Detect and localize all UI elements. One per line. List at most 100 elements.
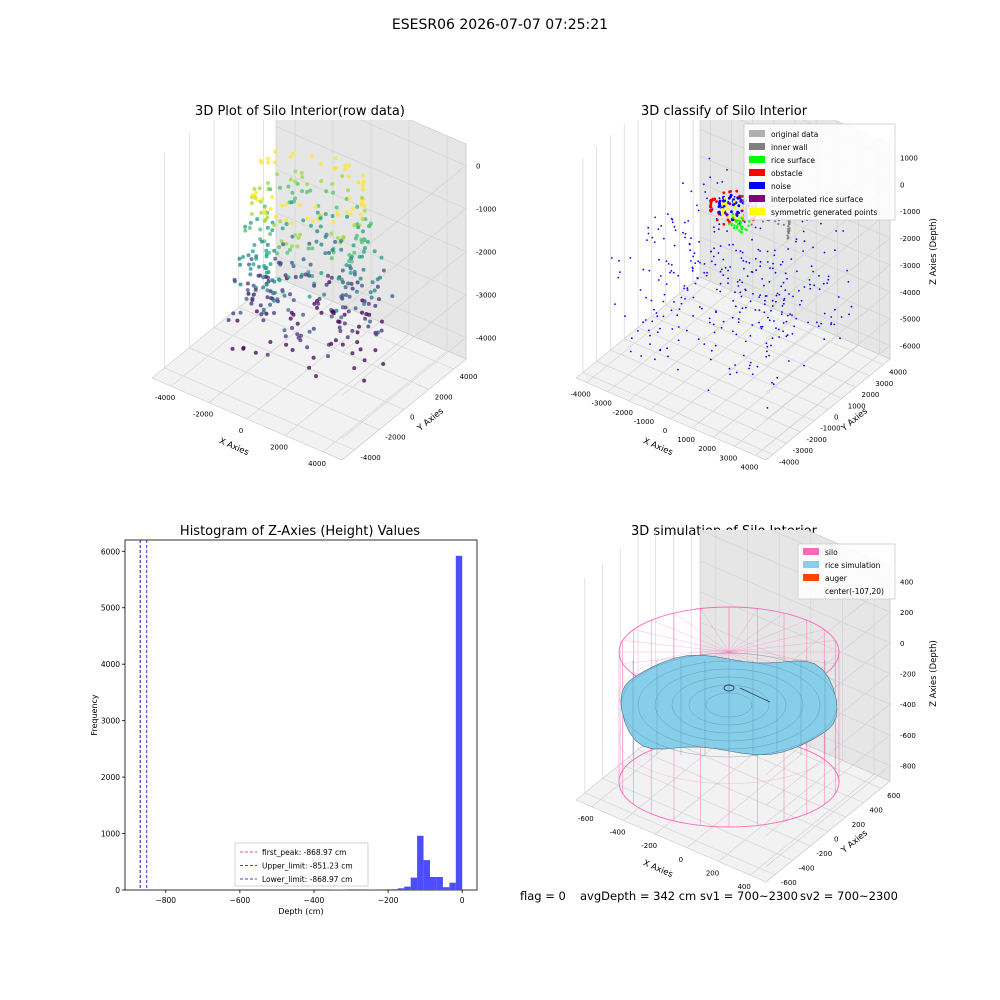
noise-point — [654, 358, 656, 361]
raw-point — [255, 198, 260, 203]
raw-point — [379, 255, 384, 260]
silo-roof-line — [728, 619, 807, 653]
raw-point — [288, 316, 293, 321]
legend-frame — [234, 842, 369, 887]
raw-point — [308, 262, 313, 267]
raw-point — [293, 233, 298, 237]
cluster-point — [710, 200, 713, 203]
raw-point — [286, 308, 291, 312]
raw-point — [305, 345, 310, 350]
noise-point — [827, 275, 830, 278]
raw-gridline — [189, 347, 380, 430]
sim-z-axis-label: Z Axies (Depth) — [929, 640, 939, 707]
noise-point — [726, 169, 728, 171]
cluster-point — [735, 214, 739, 218]
classify-z-tick-label: -5000 — [900, 316, 920, 324]
noise-point — [649, 343, 651, 345]
raw-point — [268, 340, 273, 344]
noise-point — [706, 197, 708, 200]
raw-point — [276, 277, 281, 282]
rice-surface-point — [738, 229, 741, 232]
raw-point — [372, 288, 377, 293]
histogram-bar — [436, 877, 443, 890]
raw-point — [288, 154, 293, 159]
legend-label: obstacle — [771, 169, 803, 178]
noise-point — [728, 244, 731, 246]
raw-point — [278, 219, 283, 224]
raw-point — [265, 225, 270, 230]
noise-point — [826, 282, 829, 284]
raw-point — [315, 305, 319, 310]
raw-point — [293, 275, 298, 279]
raw-point — [360, 183, 365, 188]
simulation-3d-plot: -600-400-2000200400-600-400-200020040060… — [575, 530, 939, 891]
raw-point — [314, 239, 319, 244]
raw-point — [361, 173, 366, 178]
z-histogram: −800 −600 −400 −200 0 0 1000 2000 3000 4000 5000 60… — [90, 539, 478, 916]
noise-point — [718, 197, 721, 200]
raw-point — [258, 227, 263, 232]
cluster-point — [715, 218, 719, 222]
noise-point — [789, 313, 791, 315]
raw-point — [253, 350, 258, 355]
inner-wall-point — [787, 225, 790, 228]
raw-point — [319, 179, 324, 183]
legend-swatch — [749, 156, 765, 163]
raw-point — [243, 224, 248, 229]
noise-point — [682, 182, 684, 185]
noise-point — [741, 251, 744, 254]
y-tick-label: 3000 — [101, 717, 120, 726]
noise-point — [809, 287, 812, 290]
noise-point — [768, 280, 771, 283]
raw-point — [250, 249, 255, 254]
status-sv1: sv1 = 700~2300 — [700, 889, 798, 903]
raw-point — [315, 210, 320, 215]
noise-point — [827, 278, 830, 281]
noise-point — [727, 277, 729, 280]
noise-point — [686, 289, 689, 291]
raw-point — [254, 190, 258, 195]
histogram-bar — [320, 889, 327, 890]
raw-point — [280, 289, 285, 294]
noise-point — [761, 325, 764, 328]
classify-gridline — [610, 349, 801, 433]
y-tick-label: 4000 — [101, 660, 120, 669]
raw-point — [330, 248, 335, 252]
raw-point — [243, 228, 248, 233]
classify-x-tick-label: 3000 — [719, 454, 737, 462]
noise-point — [710, 358, 712, 361]
classify-x-tick-label: 1000 — [677, 436, 695, 444]
noise-point — [790, 258, 793, 260]
noise-point — [748, 367, 750, 370]
noise-point — [691, 269, 694, 272]
cluster-point — [722, 191, 726, 195]
histogram-bar — [417, 835, 424, 890]
y-tick-label: 0 — [115, 886, 120, 895]
noise-point — [659, 327, 661, 330]
sim-y-tick-label: 0 — [834, 836, 838, 844]
histogram-bar — [339, 889, 347, 890]
classify-y-tick-label: 2000 — [862, 391, 880, 399]
raw-point — [361, 179, 366, 184]
raw-point — [261, 310, 266, 315]
noise-point — [738, 279, 741, 281]
noise-point — [713, 331, 716, 334]
raw-point — [354, 289, 359, 294]
raw-point — [359, 237, 364, 242]
rice-mesh — [620, 652, 838, 758]
classify-gridline — [765, 318, 891, 420]
raw-point — [255, 217, 260, 222]
raw-point — [329, 256, 334, 261]
noise-point — [727, 282, 729, 285]
rice-surface-point — [738, 220, 742, 223]
noise-point — [802, 230, 805, 233]
cluster-point — [732, 200, 736, 203]
rice-mesh-ring — [705, 692, 753, 718]
noise-point — [740, 295, 743, 298]
noise-point — [822, 282, 825, 285]
raw-point — [319, 271, 324, 275]
noise-point — [694, 282, 697, 285]
noise-point — [810, 265, 813, 268]
noise-point — [783, 297, 786, 300]
noise-point — [657, 228, 660, 230]
